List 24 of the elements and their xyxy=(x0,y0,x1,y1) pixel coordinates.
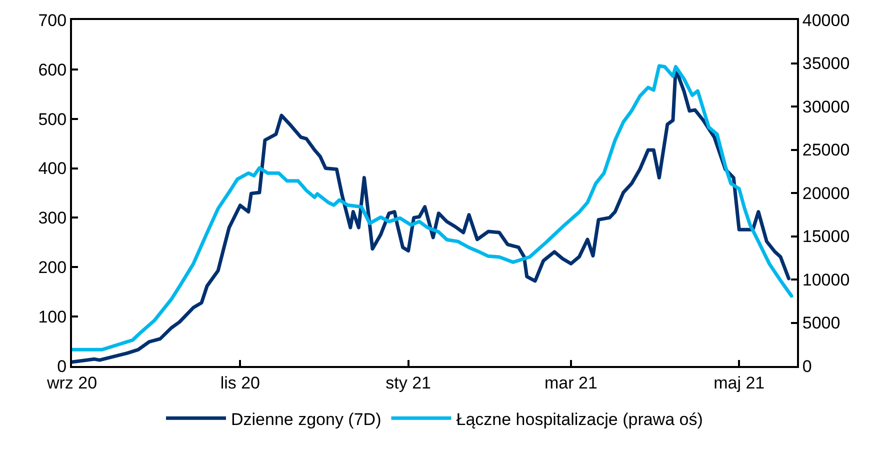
x-tick-label: sty 21 xyxy=(386,373,431,392)
y2-tick-label: 30000 xyxy=(802,97,850,116)
y2-tick-label: 35000 xyxy=(802,54,850,74)
y-tick-label: 600 xyxy=(38,60,67,80)
y2-tick-label: 40000 xyxy=(802,10,850,30)
y2-tick-label: 10000 xyxy=(802,270,850,290)
legend-label: Dzienne zgony (7D) xyxy=(231,410,382,429)
y-tick-label: 700 xyxy=(38,10,67,30)
y-tick-label: 300 xyxy=(38,208,67,228)
y-tick-label: 400 xyxy=(38,159,67,178)
x-tick-label: mar 21 xyxy=(544,373,598,392)
x-tick-label: lis 20 xyxy=(220,373,260,392)
y-tick-label: 0 xyxy=(57,356,67,376)
x-tick-label: maj 21 xyxy=(714,373,765,392)
x-tick-label: wrz 20 xyxy=(46,373,98,392)
y2-tick-label: 0 xyxy=(802,356,812,376)
y-tick-label: 100 xyxy=(38,308,67,327)
y-tick-label: 500 xyxy=(38,110,67,129)
y2-tick-label: 20000 xyxy=(802,184,850,203)
y2-tick-label: 15000 xyxy=(802,227,850,246)
y-tick-label: 200 xyxy=(38,258,67,278)
y2-tick-label: 5000 xyxy=(802,314,840,333)
legend-label: Łączne hospitalizacje (prawa oś) xyxy=(456,410,703,429)
y2-tick-label: 25000 xyxy=(802,140,850,160)
